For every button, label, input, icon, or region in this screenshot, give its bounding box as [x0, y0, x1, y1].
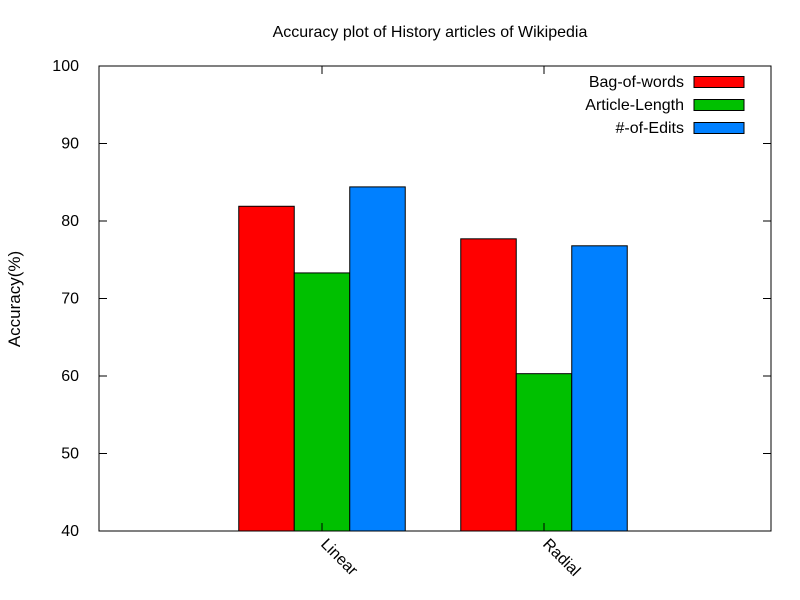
- bar-linear-of-edits: [349, 186, 406, 532]
- legend-label: #-of-Edits: [616, 120, 684, 137]
- bar-radial-of-edits: [571, 245, 628, 532]
- y-tick-label: 100: [52, 58, 79, 75]
- bar-linear-article-length: [293, 272, 351, 532]
- chart-title: Accuracy plot of History articles of Wik…: [273, 24, 588, 41]
- y-tick-label: 60: [61, 368, 79, 385]
- bar-radial-bag-of-words: [460, 238, 517, 532]
- bar-radial-article-length: [515, 373, 573, 532]
- legend-label: Article-Length: [585, 97, 684, 114]
- x-tick-label: Linear: [317, 536, 361, 580]
- y-tick-label: 50: [61, 446, 79, 463]
- legend-label: Bag-of-words: [589, 74, 684, 91]
- bars: [238, 186, 628, 532]
- plot-frame: [98, 65, 772, 532]
- legend: Bag-of-words Article-Length #-of-Edits: [585, 74, 745, 137]
- y-tick-label: 40: [61, 523, 79, 540]
- y-tick-label: 80: [61, 213, 79, 230]
- bar-linear-bag-of-words: [238, 205, 295, 532]
- y-axis-label: Accuracy(%): [5, 251, 24, 347]
- legend-swatch: [693, 99, 745, 111]
- legend-swatch: [693, 122, 745, 134]
- legend-swatch: [693, 76, 745, 88]
- y-tick-label: 70: [61, 291, 79, 308]
- x-tick-label: Radial: [539, 536, 583, 580]
- y-tick-label: 90: [61, 136, 79, 153]
